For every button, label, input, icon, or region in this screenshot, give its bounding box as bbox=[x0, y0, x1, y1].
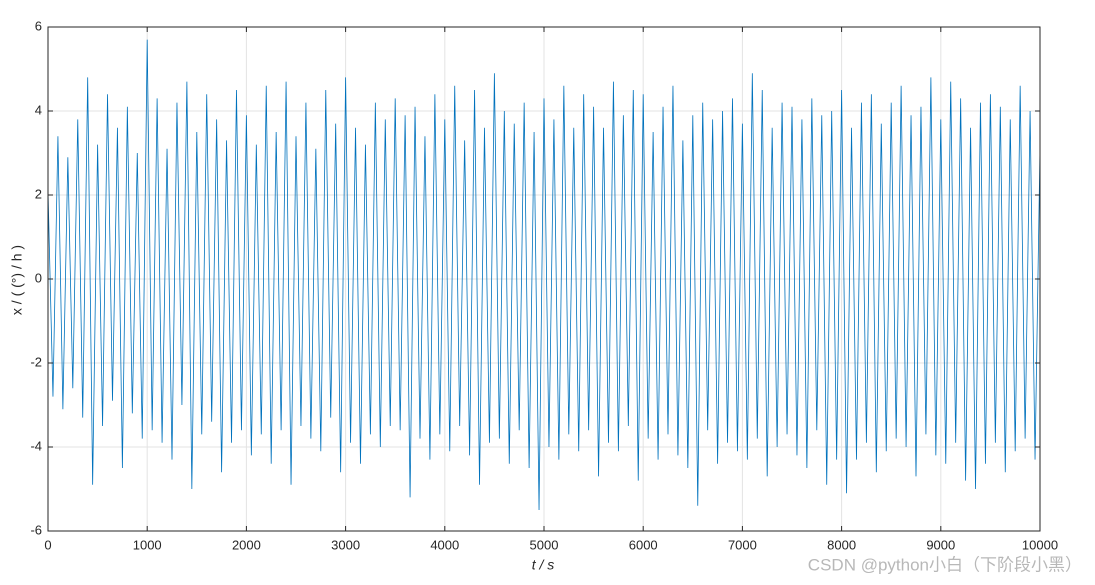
x-tick-label: 1000 bbox=[133, 537, 162, 552]
watermark: CSDN @python小白（下阶段小黑） bbox=[808, 555, 1082, 574]
y-tick-label: -4 bbox=[30, 438, 42, 453]
x-tick-label: 3000 bbox=[331, 537, 360, 552]
data-line bbox=[47, 39, 1041, 511]
y-tick-label: 0 bbox=[35, 270, 42, 285]
y-axis-label: x / ( (°) / h ) bbox=[9, 245, 25, 315]
x-tick-label: 7000 bbox=[728, 537, 757, 552]
x-tick-label: 4000 bbox=[430, 537, 459, 552]
x-tick-label: 6000 bbox=[629, 537, 658, 552]
x-tick-label: 9000 bbox=[926, 537, 955, 552]
y-tick-label: 6 bbox=[35, 18, 42, 33]
x-tick-label: 5000 bbox=[530, 537, 559, 552]
x-tick-label: 0 bbox=[44, 537, 51, 552]
y-tick-label: 4 bbox=[35, 102, 42, 117]
y-tick-label: -6 bbox=[30, 522, 42, 537]
y-tick-label: 2 bbox=[35, 186, 42, 201]
x-tick-label: 10000 bbox=[1022, 537, 1058, 552]
x-axis-label: t / s bbox=[532, 557, 555, 573]
x-tick-label: 2000 bbox=[232, 537, 261, 552]
y-tick-label: -2 bbox=[30, 354, 42, 369]
x-tick-label: 8000 bbox=[827, 537, 856, 552]
